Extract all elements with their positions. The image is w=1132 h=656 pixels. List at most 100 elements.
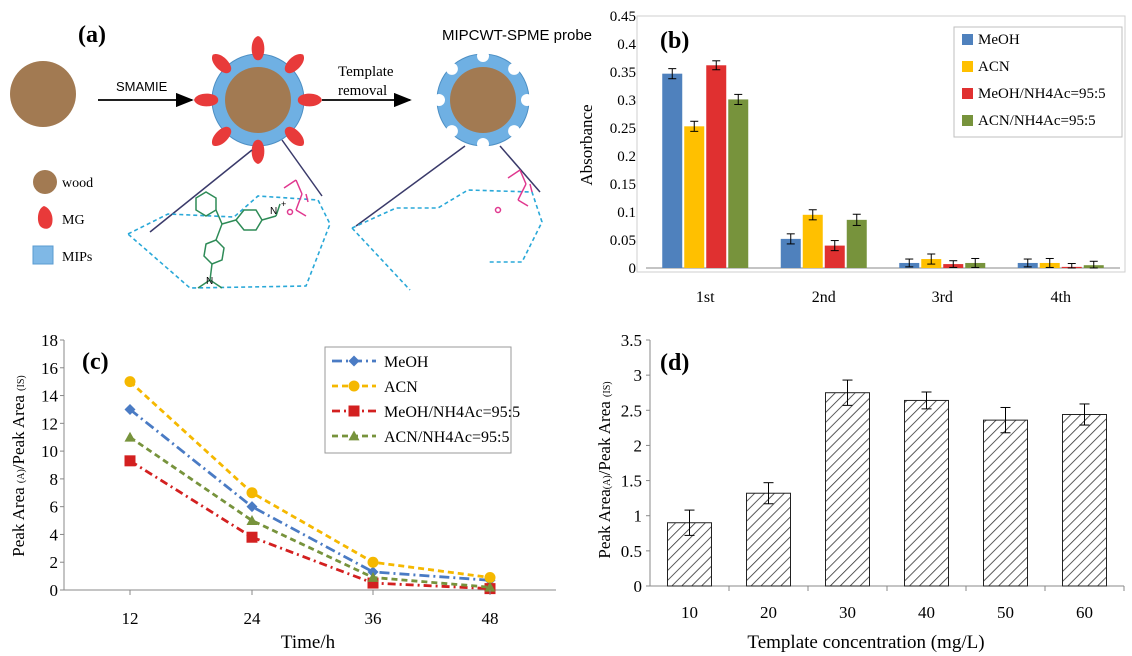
panel-b-legend: MeOH ACN MeOH/NH4Ac=95:5 ACN/NH4Ac=95:5 [962, 32, 1106, 129]
panel-b-errorbar [927, 253, 936, 265]
panel-d-xtick-label: 40 [918, 603, 935, 622]
panel-b-ytick-label: 0.25 [610, 121, 636, 137]
legend-wood-icon [33, 170, 57, 194]
panel-a-label: (a) [78, 22, 106, 48]
panel-c-marker [348, 430, 360, 441]
panel-b-bar [662, 73, 683, 269]
functional-monomer-free [494, 169, 533, 214]
panel-c-marker [124, 455, 136, 467]
step2-label-line1: Template [338, 64, 394, 80]
panel-c-series-line [129, 408, 491, 582]
zoom-line-left-2 [355, 145, 466, 227]
panel-d-bar [983, 419, 1028, 587]
panel-b-xtick-label: 4th [1051, 289, 1071, 306]
panel-d-xtick-label: 50 [997, 603, 1014, 622]
mg-drop-icon [284, 126, 305, 147]
panel-b-errorbar [808, 209, 817, 221]
panel-c-xtick-label: 12 [122, 609, 139, 628]
mg-template-molecules [194, 36, 322, 164]
panel-c-label: (c) [82, 349, 109, 375]
mg-drop-icon [251, 36, 265, 61]
panel-c-marker [246, 501, 258, 513]
panel-b-ytick-label: 0.15 [610, 177, 636, 193]
panel-c-marker [367, 577, 379, 589]
legend-mg-label: MG [62, 213, 85, 228]
malachite-green-molecule [195, 191, 281, 289]
panel-c-ytick-label: 0 [50, 581, 59, 600]
panel-c-series-line [129, 459, 491, 591]
cavity-notch [508, 62, 521, 75]
panel-d-ytick-label: 0.5 [621, 542, 642, 561]
cavity-notch [508, 125, 521, 138]
panel-c-xtick-label: 24 [244, 609, 262, 628]
panel-b-bar [802, 214, 823, 268]
n-atom: N [206, 276, 213, 287]
zoom-line-left [149, 149, 253, 233]
panel-d-xticks: 10 20 30 40 50 60 [681, 586, 1125, 622]
panel-c-yticks: 0 2 4 6 8 10 12 14 16 18 [41, 331, 556, 600]
panel-c-legend: MeOH ACN MeOH/NH4Ac=95:5 ACN/NH4Ac=95:5 [332, 354, 520, 446]
panel-c-legend-label: ACN [384, 379, 418, 396]
panel-c-marker [124, 431, 136, 442]
panel-d-errorbar [1000, 406, 1011, 434]
panel-b-legend-swatch [962, 88, 973, 99]
legend-wood-label: wood [62, 176, 93, 191]
charge-plus: + [281, 199, 286, 209]
panel-b-legend-swatch [962, 61, 973, 72]
panel-d-errorbar [684, 509, 695, 536]
panel-c-marker [246, 487, 258, 499]
panel-d-ytick-label: 1.5 [621, 472, 642, 491]
cavity-notch [521, 94, 533, 106]
cavity-notch [477, 50, 489, 62]
panel-b-ytick-label: 0 [629, 261, 637, 277]
panel-c-series-group [124, 431, 496, 592]
panel-b-frame [636, 15, 1126, 273]
panel-b-yticks: 0 0.05 0.1 0.15 0.2 0.25 0.3 0.35 0.4 0.45 [610, 9, 1120, 277]
panel-c-ytick-label: 4 [50, 525, 59, 544]
panel-b-bar [706, 65, 727, 268]
mg-drop-icon [297, 93, 322, 107]
panel-c-marker [124, 403, 136, 415]
panel-c-marker [124, 376, 136, 388]
panel-c-xtick-label: 48 [482, 609, 499, 628]
probe-title: MIPCWT-SPME probe [442, 27, 592, 44]
panel-c-ytick-label: 6 [50, 498, 59, 517]
panel-d-xtick-label: 20 [760, 603, 777, 622]
panel-c-ylabel: Peak Area (A)/Peak Area (IS) [9, 375, 28, 556]
panel-b-ytick-label: 0.45 [610, 9, 636, 25]
panel-b-xtick-label: 1st [696, 289, 715, 306]
panel-b-bar [684, 126, 705, 268]
panel-c-marker [367, 566, 379, 578]
panel-c-marker [246, 531, 258, 543]
panel-b-chart: 0 0.05 0.1 0.15 0.2 0.25 0.3 0.35 0.4 0.45 1st 2nd… [577, 9, 1126, 306]
panel-b-bar [846, 219, 867, 268]
panel-b-ytick-label: 0.05 [610, 233, 636, 249]
panel-d-errorbar [921, 391, 932, 410]
panel-c-legend-label: MeOH/NH4Ac=95:5 [384, 404, 520, 421]
panel-d-xtick-label: 10 [681, 603, 698, 622]
panel-c-marker [348, 405, 360, 417]
panel-b-legend-label: MeOH [978, 32, 1020, 48]
panel-c-series-group [124, 403, 496, 586]
cavity-outline-empty [351, 189, 543, 263]
cavity-notch [433, 94, 445, 106]
panel-c-marker [484, 581, 496, 592]
panel-c-xticks: 12 24 36 48 [122, 590, 499, 628]
panel-d-label: (d) [660, 350, 689, 376]
panel-c-ytick-label: 14 [41, 387, 59, 406]
panel-d-ytick-label: 2 [634, 436, 643, 455]
panel-b-bar [824, 245, 845, 268]
panel-d-bar [825, 392, 870, 587]
panel-d-ytick-label: 2.5 [621, 401, 642, 420]
panel-b-ylabel: Absorbance [577, 104, 596, 185]
panel-b-errorbar [905, 258, 914, 268]
panel-c-ytick-label: 10 [41, 442, 58, 461]
panel-d-bars [667, 379, 1107, 587]
panel-d-bar [904, 399, 949, 587]
panel-d-xlabel: Template concentration (mg/L) [747, 632, 984, 653]
panel-c-series [124, 376, 496, 595]
cavity-notch [445, 62, 458, 75]
panel-b-ytick-label: 0.35 [610, 65, 636, 81]
panel-b-ytick-label: 0.1 [617, 205, 636, 221]
